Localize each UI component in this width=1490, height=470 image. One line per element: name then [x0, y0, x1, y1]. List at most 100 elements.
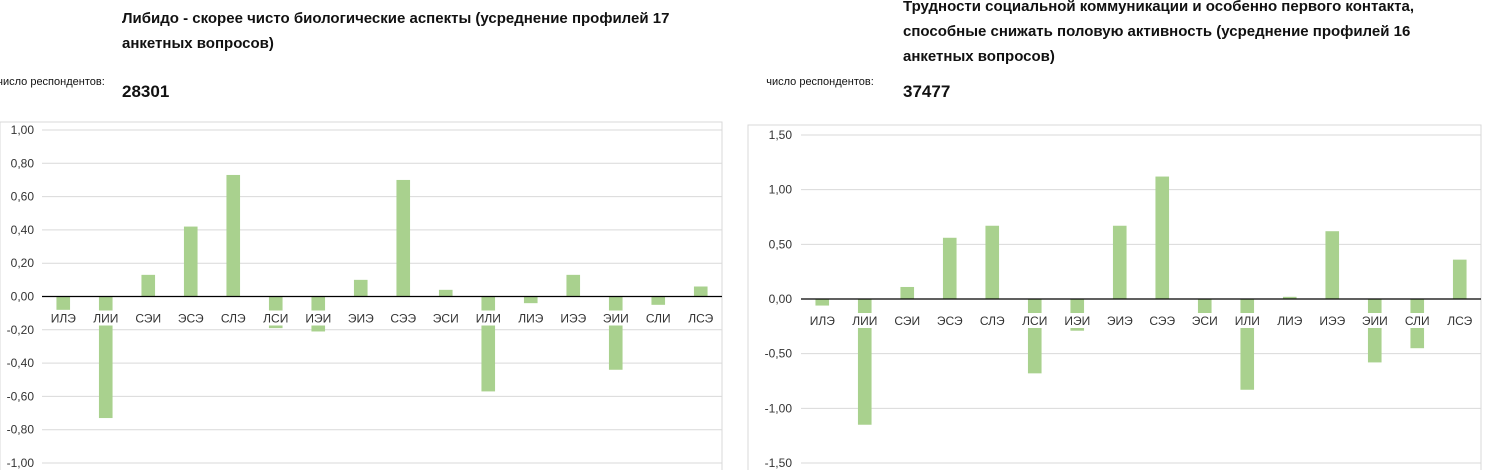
- respondents-label: число респондентов:: [766, 76, 874, 88]
- category-label: СЛЭ: [221, 312, 246, 326]
- category-label: ЭСЭ: [937, 314, 963, 328]
- category-label: ЛСЭ: [1447, 314, 1472, 328]
- bar-СЭЭ: [396, 179, 411, 297]
- y-tick-label: 0,00: [769, 292, 793, 306]
- category-label: СЭИ: [894, 314, 920, 328]
- respondents-count: 37477: [903, 82, 951, 101]
- category-label-bg: [1019, 313, 1050, 328]
- category-label: ИЛЭ: [810, 314, 836, 328]
- bar-ЭСЭ: [942, 237, 957, 299]
- respondents-count: 28301: [122, 82, 170, 101]
- category-label: ЭИИ: [603, 312, 629, 326]
- y-tick-label: 0,50: [769, 237, 793, 251]
- bar-ИЛЭ: [815, 299, 830, 306]
- bar-СЭИ: [900, 286, 915, 299]
- category-label: ЛСЭ: [688, 312, 713, 326]
- category-label-bg: [1189, 313, 1220, 328]
- category-label: СЛЭ: [980, 314, 1005, 328]
- category-label: ИЭЭ: [1319, 314, 1345, 328]
- chart-title: Трудности социальной коммуникации и особ…: [903, 0, 1415, 65]
- y-tick-label: 0,20: [11, 256, 35, 270]
- category-label: ЭИЭ: [1107, 314, 1133, 328]
- category-label-bg: [515, 310, 546, 326]
- bar-СЭИ: [141, 274, 156, 297]
- y-tick-label: -0,60: [7, 389, 35, 403]
- category-label: ЭСИ: [433, 312, 459, 326]
- category-label-bg: [558, 310, 589, 326]
- category-label: ЭСИ: [1192, 314, 1218, 328]
- category-label-bg: [430, 310, 461, 326]
- bar-СЛЭ: [226, 174, 241, 297]
- category-label: ЭИЭ: [348, 312, 374, 326]
- category-label: СЭЭ: [1149, 314, 1175, 328]
- category-label-bg: [685, 310, 716, 326]
- category-label: ИЭИ: [1064, 314, 1090, 328]
- y-tick-label: 0,80: [11, 156, 35, 170]
- category-label: ЭИИ: [1362, 314, 1388, 328]
- bar-ЭИЭ: [353, 279, 368, 297]
- y-tick-label: -1,50: [765, 456, 793, 470]
- bar-ЭИИ: [608, 296, 623, 370]
- category-label-bg: [218, 310, 249, 326]
- category-label-bg: [260, 310, 291, 326]
- category-label-bg: [1317, 313, 1348, 328]
- bar-ИЭЭ: [1325, 231, 1340, 299]
- category-label-bg: [934, 313, 965, 328]
- category-label: ИЛИ: [476, 312, 501, 326]
- category-label-bg: [90, 310, 121, 326]
- category-label-bg: [977, 313, 1008, 328]
- bar-СЭЭ: [1155, 176, 1170, 299]
- y-tick-label: 1,00: [11, 123, 35, 137]
- category-label-bg: [643, 310, 674, 326]
- bar-ЛИИ: [857, 299, 872, 425]
- category-label-bg: [345, 310, 376, 326]
- category-label-bg: [303, 310, 334, 326]
- category-label: ЛСИ: [1022, 314, 1047, 328]
- chart-frame: [0, 121, 723, 470]
- category-label: ЛСИ: [263, 312, 288, 326]
- bar-ЛИИ: [98, 296, 113, 419]
- bar-ЭСИ: [438, 289, 453, 297]
- category-label-bg: [175, 310, 206, 326]
- bar-ЛИЭ: [523, 296, 538, 304]
- bar-chart-communication: 1,50 1,00 0,50 0,00 -0,50 -1,00 -1,50 ИЛЭ ЛИИ СЭИ…: [747, 124, 1482, 470]
- category-label-bg: [807, 313, 838, 328]
- y-tick-label: 1,00: [769, 183, 793, 197]
- bar-СЛЭ: [985, 225, 1000, 299]
- y-tick-label: 0,00: [11, 290, 35, 304]
- bar-ИЛЭ: [56, 296, 71, 310]
- category-label-bg: [1104, 313, 1135, 328]
- category-label-bg: [600, 310, 631, 326]
- category-label: СЛИ: [646, 312, 671, 326]
- bar-ЛСЭ: [693, 286, 708, 297]
- category-label: ИЛИ: [1235, 314, 1260, 328]
- y-tick-label: 1,50: [769, 128, 793, 142]
- y-tick-label: 0,40: [11, 223, 35, 237]
- category-label-bg: [1444, 313, 1475, 328]
- chart-panel-communication: Трудности социальной коммуникации и особ…: [745, 0, 1490, 470]
- y-tick-label: -0,80: [7, 423, 35, 437]
- category-label-bg: [133, 310, 164, 326]
- y-tick-label: 0,60: [11, 190, 35, 204]
- category-label: ЛИИ: [93, 312, 118, 326]
- category-label-bg: [892, 313, 923, 328]
- respondents-label: число респондентов:: [0, 76, 105, 88]
- category-label-bg: [388, 310, 419, 326]
- bar-ЛИЭ: [1282, 296, 1297, 299]
- chart-title: Либидо - скорее чисто биологические аспе…: [122, 10, 670, 52]
- category-label: ИЭЭ: [560, 312, 586, 326]
- y-tick-label: -0,40: [7, 356, 35, 370]
- category-label-bg: [1359, 313, 1390, 328]
- category-label: СЭИ: [135, 312, 161, 326]
- bar-chart-libido: 1,00 0,80 0,60 0,40 0,20 0,00 -0,20 -0,40 -0,60 -…: [0, 121, 723, 470]
- category-label-bg: [1274, 313, 1305, 328]
- y-tick-label: -1,00: [765, 401, 793, 415]
- category-label-bg: [1062, 313, 1093, 328]
- chart-panel-libido: Либидо - скорее чисто биологические аспе…: [0, 0, 735, 470]
- category-label-bg: [1147, 313, 1178, 328]
- bar-ИЭЭ: [566, 274, 581, 297]
- category-label: ЛИЭ: [1277, 314, 1303, 328]
- category-label: ЭСЭ: [178, 312, 204, 326]
- category-label-bg: [473, 310, 504, 326]
- bar-ИЛИ: [1240, 299, 1255, 390]
